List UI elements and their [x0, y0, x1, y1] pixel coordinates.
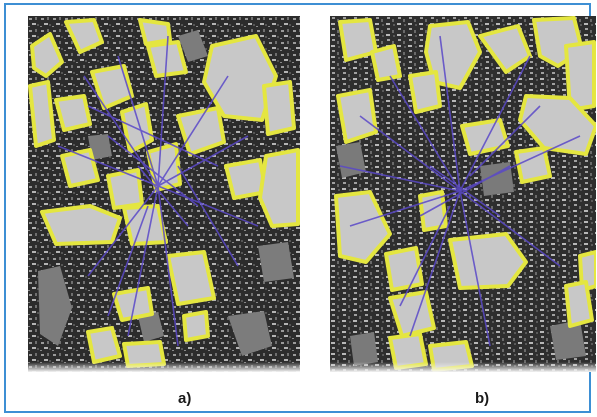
caption-b: b): [475, 390, 490, 407]
micrograph-a: [28, 16, 300, 372]
crack-lines: [339, 35, 581, 347]
crack-lines: [57, 35, 259, 347]
panel-a-bottom-fade: [28, 362, 300, 372]
figure-frame: a) b): [4, 3, 596, 413]
matrix-aggregates: [38, 30, 294, 356]
panel-a-micrograph: [28, 16, 300, 372]
outlined-aggregates: [28, 18, 300, 368]
caption-a: a): [178, 390, 192, 407]
outlined-aggregates: [334, 16, 596, 372]
panel-b-bottom-fade: [330, 362, 596, 372]
micrograph-b: [330, 16, 596, 372]
panel-b-micrograph: [330, 16, 596, 372]
